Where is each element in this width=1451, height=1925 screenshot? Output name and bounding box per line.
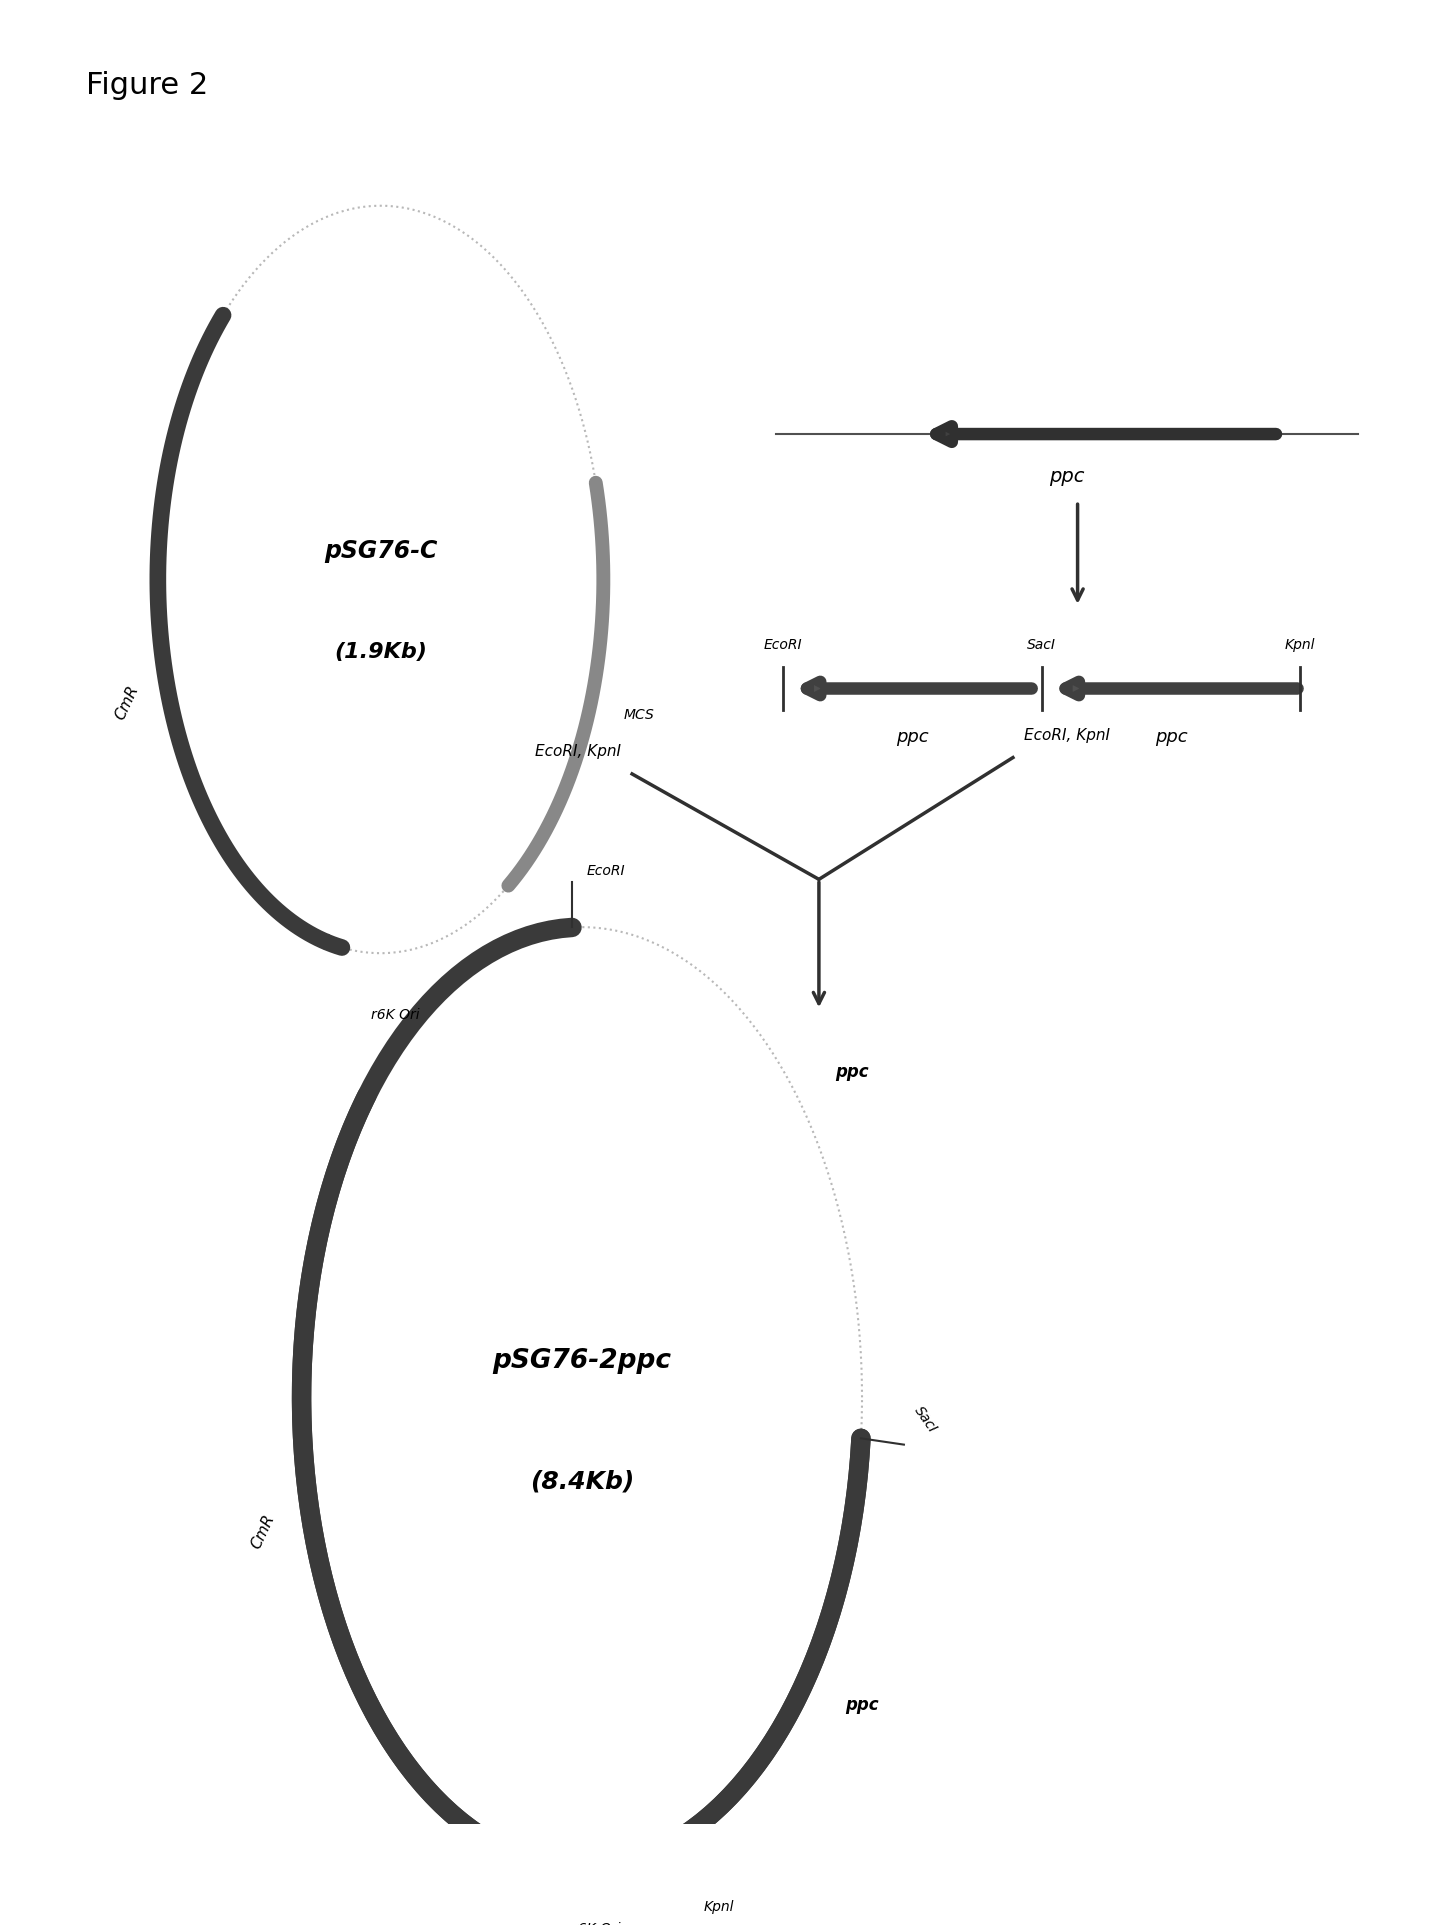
Text: SacI: SacI <box>1027 639 1056 653</box>
Text: ppc: ppc <box>834 1063 869 1080</box>
Text: (8.4Kb): (8.4Kb) <box>530 1469 634 1494</box>
Text: pSG76-C: pSG76-C <box>324 539 437 562</box>
Text: EcoRI, KpnI: EcoRI, KpnI <box>1024 728 1110 743</box>
Text: CmR: CmR <box>248 1511 277 1552</box>
Text: r6K Ori: r6K Ori <box>572 1921 621 1925</box>
Text: Kpnl: Kpnl <box>704 1900 734 1913</box>
Text: (1.9Kb): (1.9Kb) <box>334 641 427 662</box>
Text: EcoRI: EcoRI <box>586 864 625 878</box>
Text: EcoRI, KpnI: EcoRI, KpnI <box>534 745 621 758</box>
Text: CmR: CmR <box>113 683 141 722</box>
Text: pSG76-2ppc: pSG76-2ppc <box>492 1348 672 1374</box>
Text: Kpnl: Kpnl <box>1286 639 1316 653</box>
Text: MCS: MCS <box>624 708 654 722</box>
Text: ppc: ppc <box>1155 728 1187 747</box>
Text: r6K Ori: r6K Ori <box>370 1007 419 1022</box>
Text: ppc: ppc <box>846 1696 879 1713</box>
Text: Figure 2: Figure 2 <box>86 71 209 100</box>
Text: ppc: ppc <box>897 728 929 747</box>
Text: EcoRI: EcoRI <box>763 639 802 653</box>
Text: ppc: ppc <box>1049 466 1084 485</box>
Text: SacI: SacI <box>911 1403 939 1436</box>
